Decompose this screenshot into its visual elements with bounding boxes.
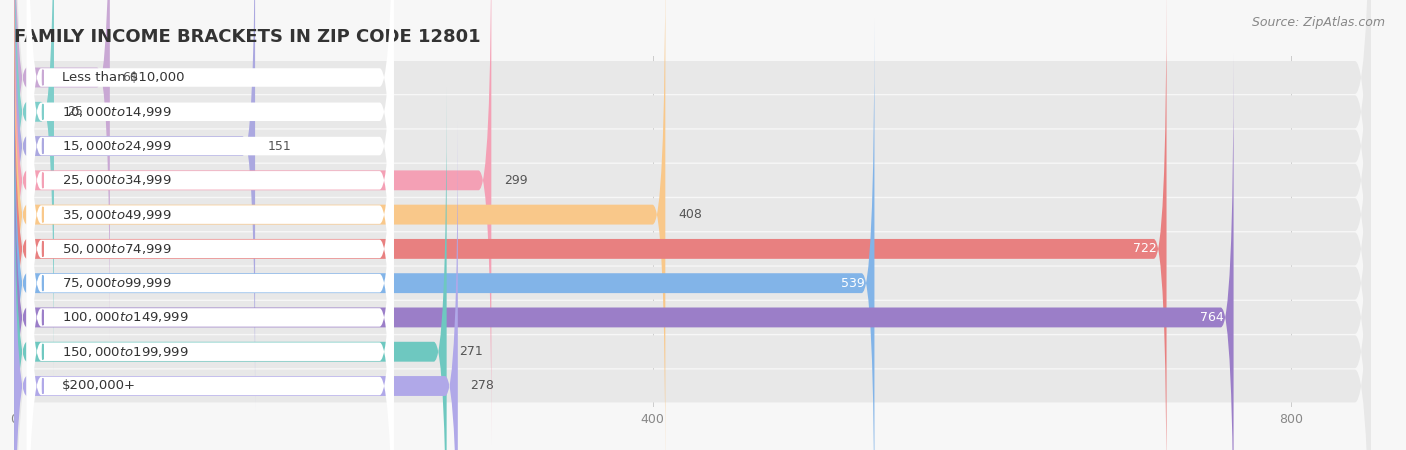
Text: $25,000 to $34,999: $25,000 to $34,999 bbox=[62, 173, 172, 187]
FancyBboxPatch shape bbox=[27, 0, 394, 411]
FancyBboxPatch shape bbox=[14, 0, 53, 376]
FancyBboxPatch shape bbox=[27, 53, 394, 450]
FancyBboxPatch shape bbox=[14, 0, 1371, 450]
Text: $10,000 to $14,999: $10,000 to $14,999 bbox=[62, 105, 172, 119]
Text: $35,000 to $49,999: $35,000 to $49,999 bbox=[62, 207, 172, 221]
Text: 764: 764 bbox=[1201, 311, 1225, 324]
FancyBboxPatch shape bbox=[27, 0, 394, 446]
FancyBboxPatch shape bbox=[14, 60, 1371, 450]
Text: $100,000 to $149,999: $100,000 to $149,999 bbox=[62, 310, 188, 324]
Text: Source: ZipAtlas.com: Source: ZipAtlas.com bbox=[1251, 16, 1385, 29]
FancyBboxPatch shape bbox=[14, 0, 1371, 450]
FancyBboxPatch shape bbox=[14, 0, 665, 450]
Text: $50,000 to $74,999: $50,000 to $74,999 bbox=[62, 242, 172, 256]
FancyBboxPatch shape bbox=[14, 0, 491, 445]
FancyBboxPatch shape bbox=[27, 18, 394, 450]
FancyBboxPatch shape bbox=[14, 0, 1371, 450]
FancyBboxPatch shape bbox=[27, 0, 394, 450]
Text: Less than $10,000: Less than $10,000 bbox=[62, 71, 184, 84]
Text: 408: 408 bbox=[678, 208, 702, 221]
FancyBboxPatch shape bbox=[14, 87, 447, 450]
FancyBboxPatch shape bbox=[14, 0, 110, 342]
Text: 60: 60 bbox=[122, 71, 138, 84]
Text: 151: 151 bbox=[269, 140, 291, 153]
Text: $200,000+: $200,000+ bbox=[62, 379, 136, 392]
FancyBboxPatch shape bbox=[14, 0, 1371, 404]
FancyBboxPatch shape bbox=[14, 122, 458, 450]
Text: 271: 271 bbox=[460, 345, 484, 358]
FancyBboxPatch shape bbox=[27, 0, 394, 450]
FancyBboxPatch shape bbox=[14, 0, 1371, 450]
Text: $75,000 to $99,999: $75,000 to $99,999 bbox=[62, 276, 172, 290]
Text: 722: 722 bbox=[1133, 243, 1157, 256]
FancyBboxPatch shape bbox=[14, 0, 1371, 450]
Text: 25: 25 bbox=[66, 105, 83, 118]
FancyBboxPatch shape bbox=[14, 0, 254, 410]
FancyBboxPatch shape bbox=[14, 53, 1233, 450]
FancyBboxPatch shape bbox=[27, 0, 394, 450]
FancyBboxPatch shape bbox=[27, 0, 394, 450]
Text: $15,000 to $24,999: $15,000 to $24,999 bbox=[62, 139, 172, 153]
Text: 278: 278 bbox=[471, 379, 495, 392]
Text: 299: 299 bbox=[505, 174, 527, 187]
FancyBboxPatch shape bbox=[14, 0, 1371, 438]
Text: 539: 539 bbox=[841, 277, 865, 290]
FancyBboxPatch shape bbox=[14, 19, 875, 450]
Text: FAMILY INCOME BRACKETS IN ZIP CODE 12801: FAMILY INCOME BRACKETS IN ZIP CODE 12801 bbox=[14, 28, 481, 46]
FancyBboxPatch shape bbox=[14, 0, 1371, 450]
FancyBboxPatch shape bbox=[14, 0, 1167, 450]
FancyBboxPatch shape bbox=[27, 87, 394, 450]
FancyBboxPatch shape bbox=[27, 0, 394, 377]
Text: $150,000 to $199,999: $150,000 to $199,999 bbox=[62, 345, 188, 359]
FancyBboxPatch shape bbox=[14, 25, 1371, 450]
